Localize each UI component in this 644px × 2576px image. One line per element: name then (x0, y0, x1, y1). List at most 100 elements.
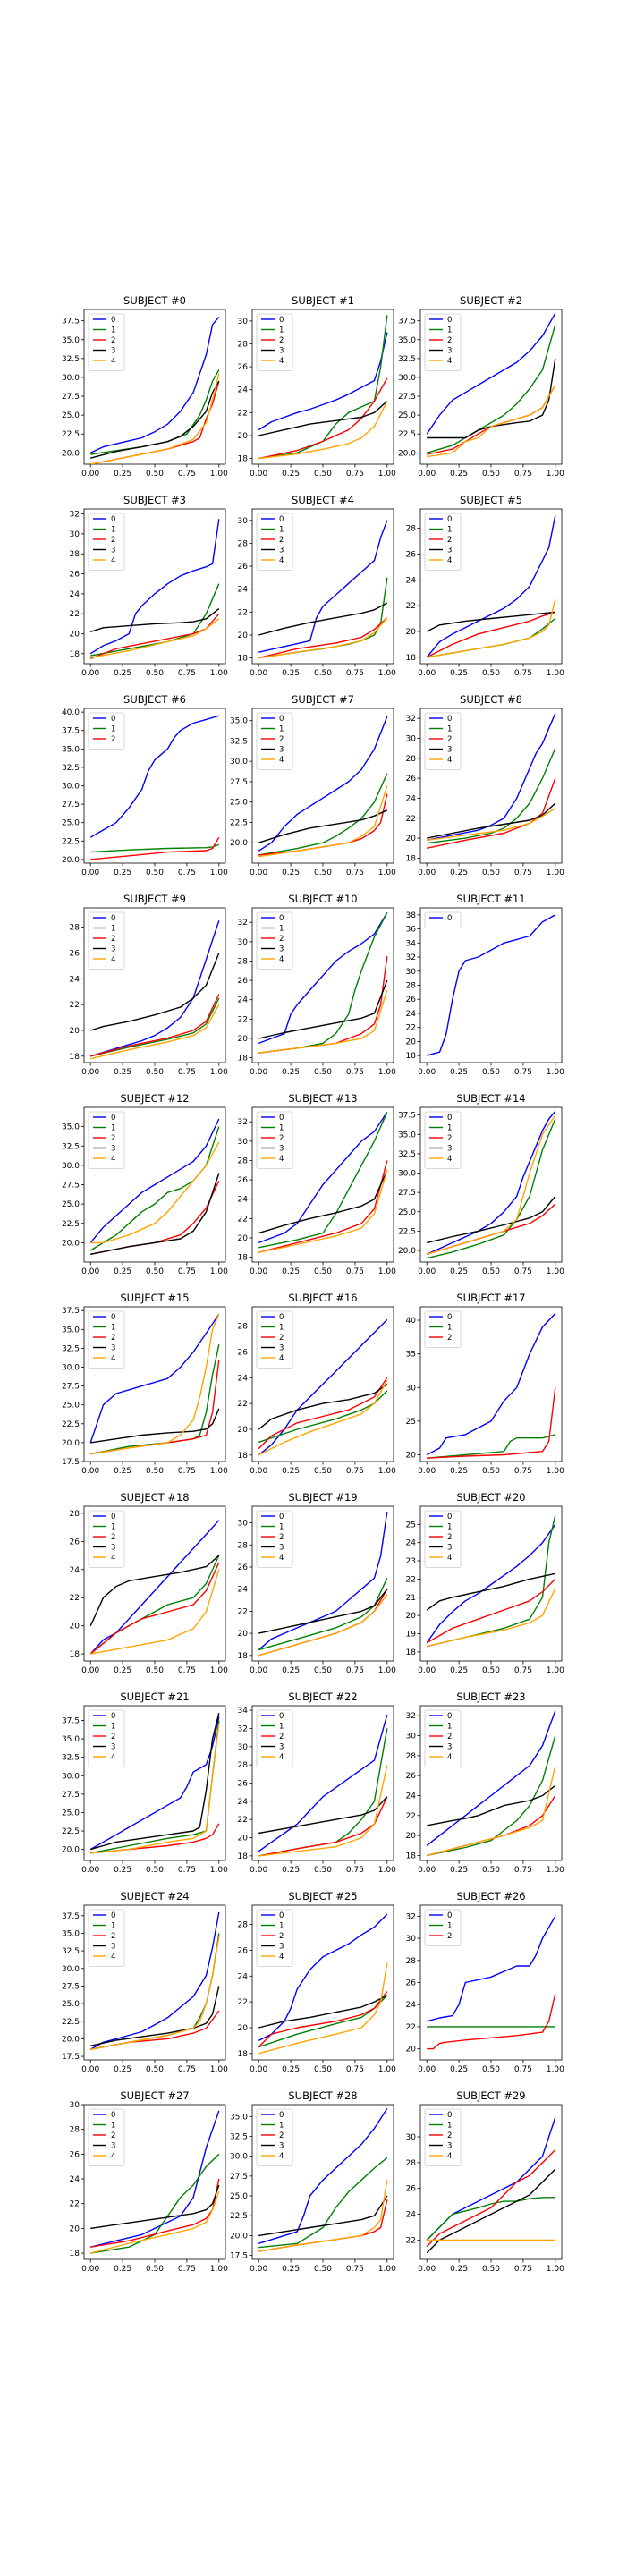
series-4-line (427, 1765, 556, 1857)
series-1-line (258, 1112, 388, 1249)
series-4-line (258, 617, 388, 659)
legend-label: 4 (111, 556, 115, 565)
series-3-line (426, 611, 555, 632)
y-tick-label: 20 (406, 1038, 417, 1046)
x-tick-label: 0.00 (250, 1467, 267, 1476)
x-tick-label: 0.75 (514, 1467, 532, 1476)
y-tick-label: 20.0 (62, 1239, 80, 1248)
legend-label: 2 (279, 1932, 284, 1941)
x-tick-label: 0.00 (250, 470, 267, 479)
y-tick-label: 27.5 (398, 1189, 416, 1198)
legend-label: 0 (111, 1114, 115, 1123)
y-tick-label: 18 (238, 655, 249, 664)
legend-label: 4 (447, 1155, 452, 1164)
subject-panel: SUBJECT #28 0.00 0.25 0.50 0.75 1.00 17.5 20.0 2… (230, 2089, 396, 2274)
legend-label: 2 (447, 1733, 452, 1741)
y-tick-label: 28 (238, 1157, 249, 1165)
y-tick-label: 37.5 (398, 1112, 416, 1121)
series-2-line (427, 385, 556, 455)
y-tick-label: 24 (238, 1374, 249, 1383)
panel-title: SUBJECT #26 (456, 1890, 525, 1902)
x-tick-label: 1.00 (378, 470, 396, 479)
y-tick-label: 20 (70, 631, 80, 640)
y-tick-label: 30 (70, 2101, 80, 2110)
x-tick-label: 0.50 (146, 669, 164, 678)
y-tick-label: 22 (406, 2023, 416, 2032)
x-tick-label: 0.50 (314, 669, 332, 678)
panel-title: SUBJECT #20 (456, 1491, 525, 1504)
series-0-line (258, 2108, 388, 2244)
series-3-line (426, 2168, 556, 2254)
y-tick-label: 32.5 (62, 764, 80, 773)
y-tick-label: 24 (406, 1539, 417, 1548)
x-tick-label: 0.75 (514, 869, 532, 877)
legend-box (88, 1510, 125, 1568)
legend-label: 2 (447, 2131, 452, 2140)
y-tick-label: 27.5 (62, 1383, 80, 1392)
y-tick-label: 22.5 (62, 1220, 80, 1229)
legend-label: 1 (279, 2122, 284, 2131)
y-tick-label: 37.5 (398, 318, 416, 326)
legend-label: 1 (279, 925, 284, 934)
subject-panel: SUBJECT #170.00 0.25 0.50 0.75 1.00202530354… (406, 1292, 565, 1476)
y-tick-label: 18 (70, 1650, 80, 1659)
series-4-line (90, 1004, 220, 1060)
legend-box (424, 1909, 462, 1946)
legend-label: 1 (111, 1723, 115, 1732)
x-tick-label: 0.25 (114, 470, 131, 479)
series-3-line (258, 979, 388, 1039)
series-3-line (258, 2195, 388, 2237)
subject-panel: SUBJECT #10.00 0.25 0.50 0.75 1.001820222426… (238, 294, 397, 479)
x-tick-label: 0.50 (482, 1267, 500, 1276)
legend-label: 1 (447, 2122, 452, 2131)
series-2-line (258, 1796, 388, 1857)
y-tick-label: 18 (406, 854, 417, 863)
y-tick-label: 32.5 (62, 1142, 80, 1151)
legend-label: 3 (447, 347, 452, 356)
legend-label: 4 (111, 955, 115, 964)
legend-label: 1 (447, 1324, 452, 1333)
series-4-line (427, 385, 556, 458)
x-tick-label: 0.25 (114, 1866, 131, 1875)
series-1-line (90, 2153, 220, 2254)
legend-label: 1 (111, 526, 115, 535)
legend-label: 3 (111, 1344, 115, 1353)
y-tick-label: 26 (406, 996, 417, 1004)
series-3-line (258, 602, 388, 636)
series-4-line (427, 1588, 556, 1648)
series-2-line (258, 617, 388, 659)
legend-label: 2 (447, 1334, 452, 1343)
legend-label: 2 (111, 1134, 115, 1143)
legend-label: 1 (111, 1324, 115, 1333)
legend-label: 3 (279, 746, 284, 755)
x-tick-label: 0.75 (346, 1866, 364, 1875)
subject-panel: SUBJECT #220.00 0.25 0.50 0.75 1.00182022242… (238, 1690, 397, 1875)
y-tick-label: 30 (238, 318, 249, 326)
series-3-line (258, 1170, 388, 1234)
x-tick-label: 0.75 (178, 1866, 196, 1875)
x-tick-label: 0.25 (282, 1866, 300, 1875)
y-tick-label: 22 (238, 1400, 248, 1409)
x-tick-label: 0.50 (314, 869, 332, 877)
y-tick-label: 32.5 (230, 737, 248, 746)
subject-panel: SUBJECT #270.00 0.25 0.50 0.75 1.00182022242… (70, 2089, 229, 2274)
y-tick-label: 27.5 (398, 393, 416, 402)
series-3-line (89, 608, 220, 632)
legend-label: 0 (111, 2111, 115, 2120)
x-tick-label: 0.25 (282, 1068, 300, 1077)
legend-label: 2 (111, 536, 115, 545)
y-tick-label: 26 (238, 1563, 249, 1572)
x-tick-label: 1.00 (378, 669, 396, 678)
x-tick-label: 0.00 (81, 1068, 99, 1077)
legend-label: 3 (111, 547, 115, 555)
y-tick-label: 24 (70, 1566, 80, 1575)
legend-label: 0 (447, 914, 452, 923)
subject-panel: SUBJECT #180.00 0.25 0.50 0.75 1.00182022242… (70, 1491, 229, 1675)
y-tick-label: 37.5 (62, 727, 80, 736)
x-tick-label: 0.00 (418, 1068, 436, 1077)
series-2-line (90, 2178, 220, 2248)
y-tick-label: 40 (406, 1317, 417, 1326)
